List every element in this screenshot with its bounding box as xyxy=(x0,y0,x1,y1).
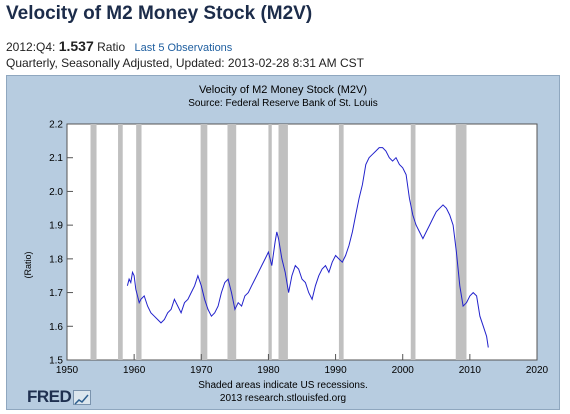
y-tick-label: 1.5 xyxy=(49,356,63,367)
y-tick-label: 1.7 xyxy=(49,288,63,299)
recession-band xyxy=(90,124,97,360)
recession-band xyxy=(338,124,344,360)
recession-bands xyxy=(90,124,467,360)
latest-period: 2012:Q4: xyxy=(6,40,56,54)
x-tick-label: 1980 xyxy=(257,365,280,376)
fred-logo: FRED xyxy=(27,387,92,407)
recession-band xyxy=(227,124,237,360)
chart-frame: Velocity of M2 Money Stock (M2V) Source:… xyxy=(6,75,560,410)
recession-band xyxy=(136,124,142,360)
chart-svg: Velocity of M2 Money Stock (M2V) Source:… xyxy=(23,84,549,404)
recession-band xyxy=(278,124,288,360)
x-tick-label: 1990 xyxy=(324,365,347,376)
recession-band xyxy=(455,124,467,360)
x-tick-label: 2000 xyxy=(392,365,415,376)
y-axis-label: (Ratio) xyxy=(23,251,33,278)
y-ticks: 1.5 1.6 1.7 1.8 1.9 2.0 2.1 2.2 xyxy=(49,120,73,367)
y-tick-label: 1.8 xyxy=(49,254,63,265)
y-tick-label: 2.2 xyxy=(49,120,63,131)
fred-logo-text: FRED xyxy=(27,387,72,406)
recession-band xyxy=(268,124,272,360)
chart-title: Velocity of M2 Money Stock (M2V) xyxy=(199,84,367,96)
page-title: Velocity of M2 Money Stock (M2V) xyxy=(6,3,313,24)
x-tick-label: 1970 xyxy=(190,365,213,376)
series-line xyxy=(126,147,489,348)
series-subtitle: Quarterly, Seasonally Adjusted, Updated:… xyxy=(6,56,364,70)
x-tick-label: 1950 xyxy=(56,365,79,376)
recession-band xyxy=(410,124,416,360)
y-tick-label: 1.9 xyxy=(49,221,63,232)
recession-band xyxy=(200,124,208,360)
x-tick-label: 2020 xyxy=(526,365,549,376)
fred-graph-icon xyxy=(73,390,92,406)
y-tick-label: 2.1 xyxy=(49,153,63,164)
chart-subtitle: Source: Federal Reserve Bank of St. Loui… xyxy=(188,98,378,109)
recession-note: Shaded areas indicate US recessions. xyxy=(198,380,368,391)
x-tick-label: 1960 xyxy=(123,365,146,376)
latest-observation: 2012:Q4: 1.537 Ratio Last 5 Observations xyxy=(6,38,232,54)
y-tick-label: 2.0 xyxy=(49,187,63,198)
source-url: 2013 research.stlouisfed.org xyxy=(220,393,346,404)
last-observations-link[interactable]: Last 5 Observations xyxy=(134,42,233,54)
latest-value: 1.537 xyxy=(58,38,94,54)
recession-band xyxy=(118,124,123,360)
x-tick-label: 2010 xyxy=(459,365,482,376)
units-label: Ratio xyxy=(97,40,126,54)
x-ticks: 1950 1960 1970 1980 1990 2000 2010 2020 xyxy=(56,354,549,376)
y-tick-label: 1.6 xyxy=(49,322,63,333)
